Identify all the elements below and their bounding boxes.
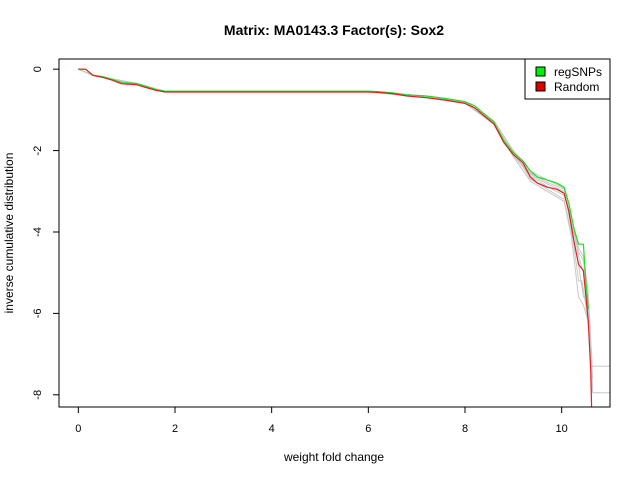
chart-title: Matrix: MA0143.3 Factor(s): Sox2 bbox=[224, 22, 444, 38]
legend-swatch bbox=[535, 66, 546, 77]
y-tick-label: -4 bbox=[32, 227, 44, 237]
series-line-regsnps bbox=[78, 68, 589, 310]
x-tick-label: 6 bbox=[365, 423, 371, 435]
legend-label: regSNPs bbox=[554, 65, 602, 79]
x-tick-label: 8 bbox=[462, 423, 468, 435]
series-lines bbox=[78, 68, 593, 407]
x-axis: 0 2 4 6 8 10 bbox=[75, 406, 568, 435]
x-axis-label: weight fold change bbox=[283, 450, 384, 464]
legend-label: Random bbox=[554, 80, 599, 94]
y-tick-label: -8 bbox=[32, 390, 44, 400]
y-axis: 0 -2 -4 -6 -8 bbox=[32, 66, 60, 400]
x-tick-label: 2 bbox=[172, 423, 178, 435]
y-tick-label: 0 bbox=[32, 66, 44, 72]
y-axis-label: inverse cumulative distribution bbox=[2, 153, 16, 314]
y-tick-label: -2 bbox=[32, 146, 44, 156]
x-tick-label: 0 bbox=[75, 423, 81, 435]
legend-box bbox=[524, 58, 611, 100]
legend-swatch bbox=[535, 81, 546, 92]
x-tick-label: 4 bbox=[269, 423, 275, 435]
series-line-random bbox=[78, 68, 593, 407]
x-tick-label: 10 bbox=[556, 423, 568, 435]
y-tick-label: -6 bbox=[32, 309, 44, 319]
